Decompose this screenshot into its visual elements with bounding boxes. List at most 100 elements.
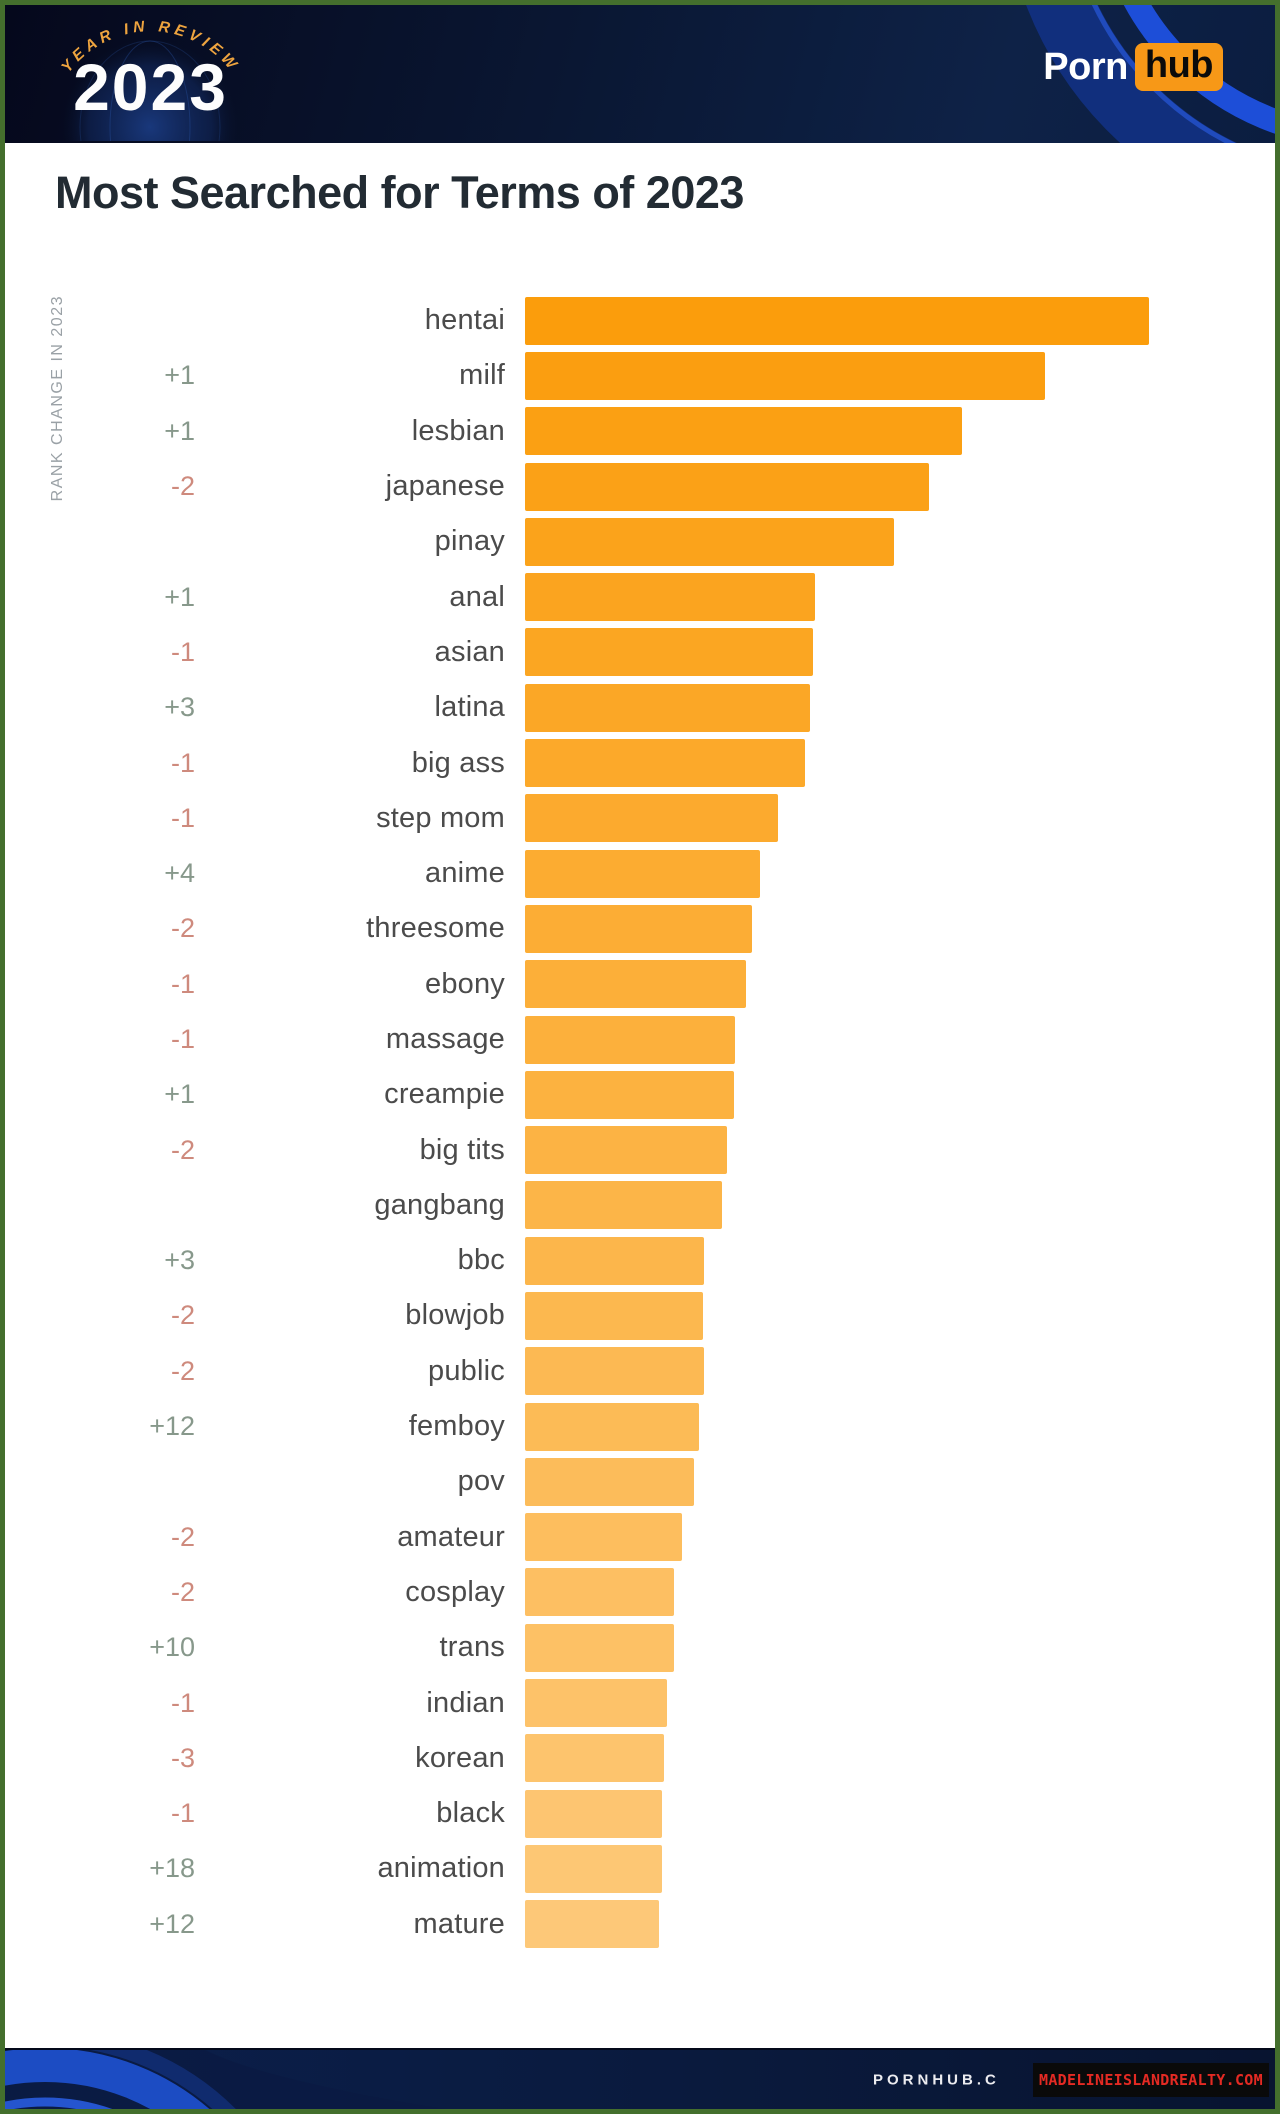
chart-row: +18 animation [5, 1841, 1275, 1896]
bar-cell [505, 904, 1275, 953]
bar-cell [505, 683, 1275, 732]
chart-row: pov [5, 1454, 1275, 1509]
rank-change-value: -1 [170, 747, 195, 778]
rank-change-value: +4 [164, 858, 195, 889]
chart-row: -2 blowjob [5, 1288, 1275, 1343]
bar [525, 573, 816, 622]
bar [525, 1126, 728, 1175]
bar-cell [505, 1679, 1275, 1728]
rank-change-value: -1 [170, 1024, 195, 1054]
bar-cell [505, 351, 1275, 400]
bar-cell [505, 849, 1275, 898]
term-label: black [436, 1797, 505, 1830]
bar-cell [505, 296, 1275, 345]
bar-cell [505, 960, 1275, 1009]
chart-row: +1 lesbian [5, 404, 1275, 459]
term-label: milf [459, 359, 505, 392]
term-label: japanese [385, 470, 505, 503]
bar [525, 1181, 723, 1230]
chart-row: -1 black [5, 1786, 1275, 1841]
rank-change-value: +1 [164, 581, 195, 612]
chart-row: +1 milf [5, 348, 1275, 403]
bar-cell [505, 1402, 1275, 1451]
chart-row: -1 big ass [5, 735, 1275, 790]
term-label: latina [434, 691, 505, 724]
bar-cell [505, 1457, 1275, 1506]
chart-row: -1 indian [5, 1675, 1275, 1730]
bar-cell [505, 1623, 1275, 1672]
chart-row: -1 asian [5, 625, 1275, 680]
footer: PORNHUB.C MADELINEISLANDREALTY.COM [5, 2048, 1275, 2109]
rank-change-value: -2 [170, 1134, 195, 1165]
chart-row: +1 anal [5, 569, 1275, 624]
term-label: trans [439, 1631, 505, 1664]
chart-row: +10 trans [5, 1620, 1275, 1675]
bar [525, 739, 806, 788]
term-label: anime [425, 857, 505, 890]
term-label: pinay [434, 525, 505, 558]
chart-row: gangbang [5, 1178, 1275, 1233]
bar-cell [505, 1734, 1275, 1783]
bar [525, 904, 753, 953]
chart-row: -2 cosplay [5, 1565, 1275, 1620]
page-title: Most Searched for Terms of 2023 [55, 167, 744, 218]
bar [525, 1844, 663, 1893]
bar [525, 1291, 703, 1340]
term-label: big tits [419, 1133, 505, 1166]
bar [525, 517, 894, 566]
poster: YEAR IN REVIEW 2023 Porn hub Most Search… [5, 5, 1275, 2109]
bar-cell [505, 1900, 1275, 1949]
bar-chart: hentai +1 milf +1 lesbian -2 japanese pinay +1 an… [5, 293, 1275, 1952]
bar [525, 1347, 705, 1396]
bar [525, 1568, 675, 1617]
term-label: anal [449, 580, 505, 613]
chart-row: -2 big tits [5, 1122, 1275, 1177]
bar [525, 1623, 675, 1672]
bar-cell [505, 573, 1275, 622]
chart-row: +12 mature [5, 1897, 1275, 1952]
bar-cell [505, 1070, 1275, 1119]
term-label: hentai [424, 304, 505, 337]
rank-change-value: -1 [170, 1687, 195, 1718]
rank-change-value: -3 [170, 1742, 195, 1773]
bar [525, 1679, 668, 1728]
term-label: bbc [457, 1244, 505, 1277]
header: YEAR IN REVIEW 2023 Porn hub [5, 5, 1275, 143]
pornhub-logo: Porn hub [1043, 43, 1223, 91]
rank-change-value: -1 [170, 1798, 195, 1829]
bar [525, 351, 1045, 400]
chart-row: -2 threesome [5, 901, 1275, 956]
rank-change-value: -1 [170, 968, 195, 999]
rank-change-value: -1 [170, 636, 195, 667]
globe-icon: YEAR IN REVIEW [58, 18, 238, 141]
rank-change-value: +12 [149, 1908, 195, 1939]
rank-change-value: -2 [170, 1355, 195, 1386]
bar-cell [505, 1291, 1275, 1340]
bar [525, 683, 811, 732]
term-label: asian [434, 635, 505, 668]
year-in-review-badge: YEAR IN REVIEW 2023 [23, 7, 278, 141]
chart-row: -1 massage [5, 1012, 1275, 1067]
bar [525, 1900, 660, 1949]
bar [525, 1015, 736, 1064]
bar [525, 794, 778, 843]
bar [525, 1734, 665, 1783]
chart-row: +1 creampie [5, 1067, 1275, 1122]
rank-change-value: +10 [149, 1632, 195, 1663]
bar-cell [505, 794, 1275, 843]
term-label: indian [426, 1686, 505, 1719]
term-label: mature [413, 1907, 505, 1940]
rank-change-value: -2 [170, 1576, 195, 1607]
bar-cell [505, 407, 1275, 456]
footer-site-text: PORNHUB.C [873, 2071, 1000, 2088]
bar-cell [505, 1181, 1275, 1230]
bar [525, 1457, 695, 1506]
term-label: massage [385, 1023, 505, 1055]
bar [525, 1402, 700, 1451]
bar-cell [505, 1126, 1275, 1175]
chart-row: -3 korean [5, 1731, 1275, 1786]
bar [525, 1236, 705, 1285]
term-label: cosplay [405, 1575, 505, 1608]
term-label: blowjob [405, 1299, 505, 1332]
rank-change-value: +3 [164, 692, 195, 723]
